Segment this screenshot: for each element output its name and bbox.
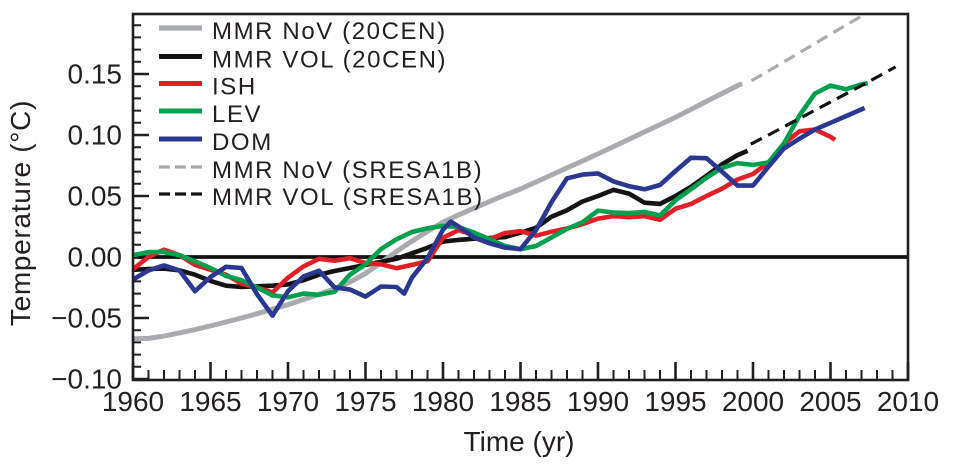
svg-text:MMR NoV (20CEN): MMR NoV (20CEN) <box>212 18 447 45</box>
svg-text:1970: 1970 <box>257 386 319 417</box>
svg-text:−0.05: −0.05 <box>51 303 122 334</box>
svg-text:2005: 2005 <box>799 386 861 417</box>
svg-text:MMR VOL (SRESA1B): MMR VOL (SRESA1B) <box>212 184 484 211</box>
svg-text:0.15: 0.15 <box>68 59 123 90</box>
svg-text:0.00: 0.00 <box>68 242 123 273</box>
svg-text:2000: 2000 <box>722 386 784 417</box>
svg-text:1975: 1975 <box>334 386 396 417</box>
svg-text:Temperature (°C): Temperature (°C) <box>5 100 36 326</box>
svg-text:ISH: ISH <box>212 74 257 101</box>
svg-text:1995: 1995 <box>644 386 706 417</box>
svg-text:2010: 2010 <box>877 386 939 417</box>
svg-text:1990: 1990 <box>567 386 629 417</box>
svg-text:1980: 1980 <box>412 386 474 417</box>
svg-text:MMR VOL (20CEN): MMR VOL (20CEN) <box>212 47 447 74</box>
svg-text:1965: 1965 <box>179 386 241 417</box>
svg-text:Time (yr): Time (yr) <box>464 426 575 457</box>
svg-text:0.10: 0.10 <box>68 120 123 151</box>
svg-text:LEV: LEV <box>212 101 262 128</box>
svg-text:1960: 1960 <box>102 386 164 417</box>
svg-text:0.05: 0.05 <box>68 181 123 212</box>
svg-text:MMR NoV (SRESA1B): MMR NoV (SRESA1B) <box>212 157 483 184</box>
svg-text:−0.10: −0.10 <box>51 364 122 395</box>
svg-text:DOM: DOM <box>212 129 273 156</box>
svg-text:1985: 1985 <box>489 386 551 417</box>
